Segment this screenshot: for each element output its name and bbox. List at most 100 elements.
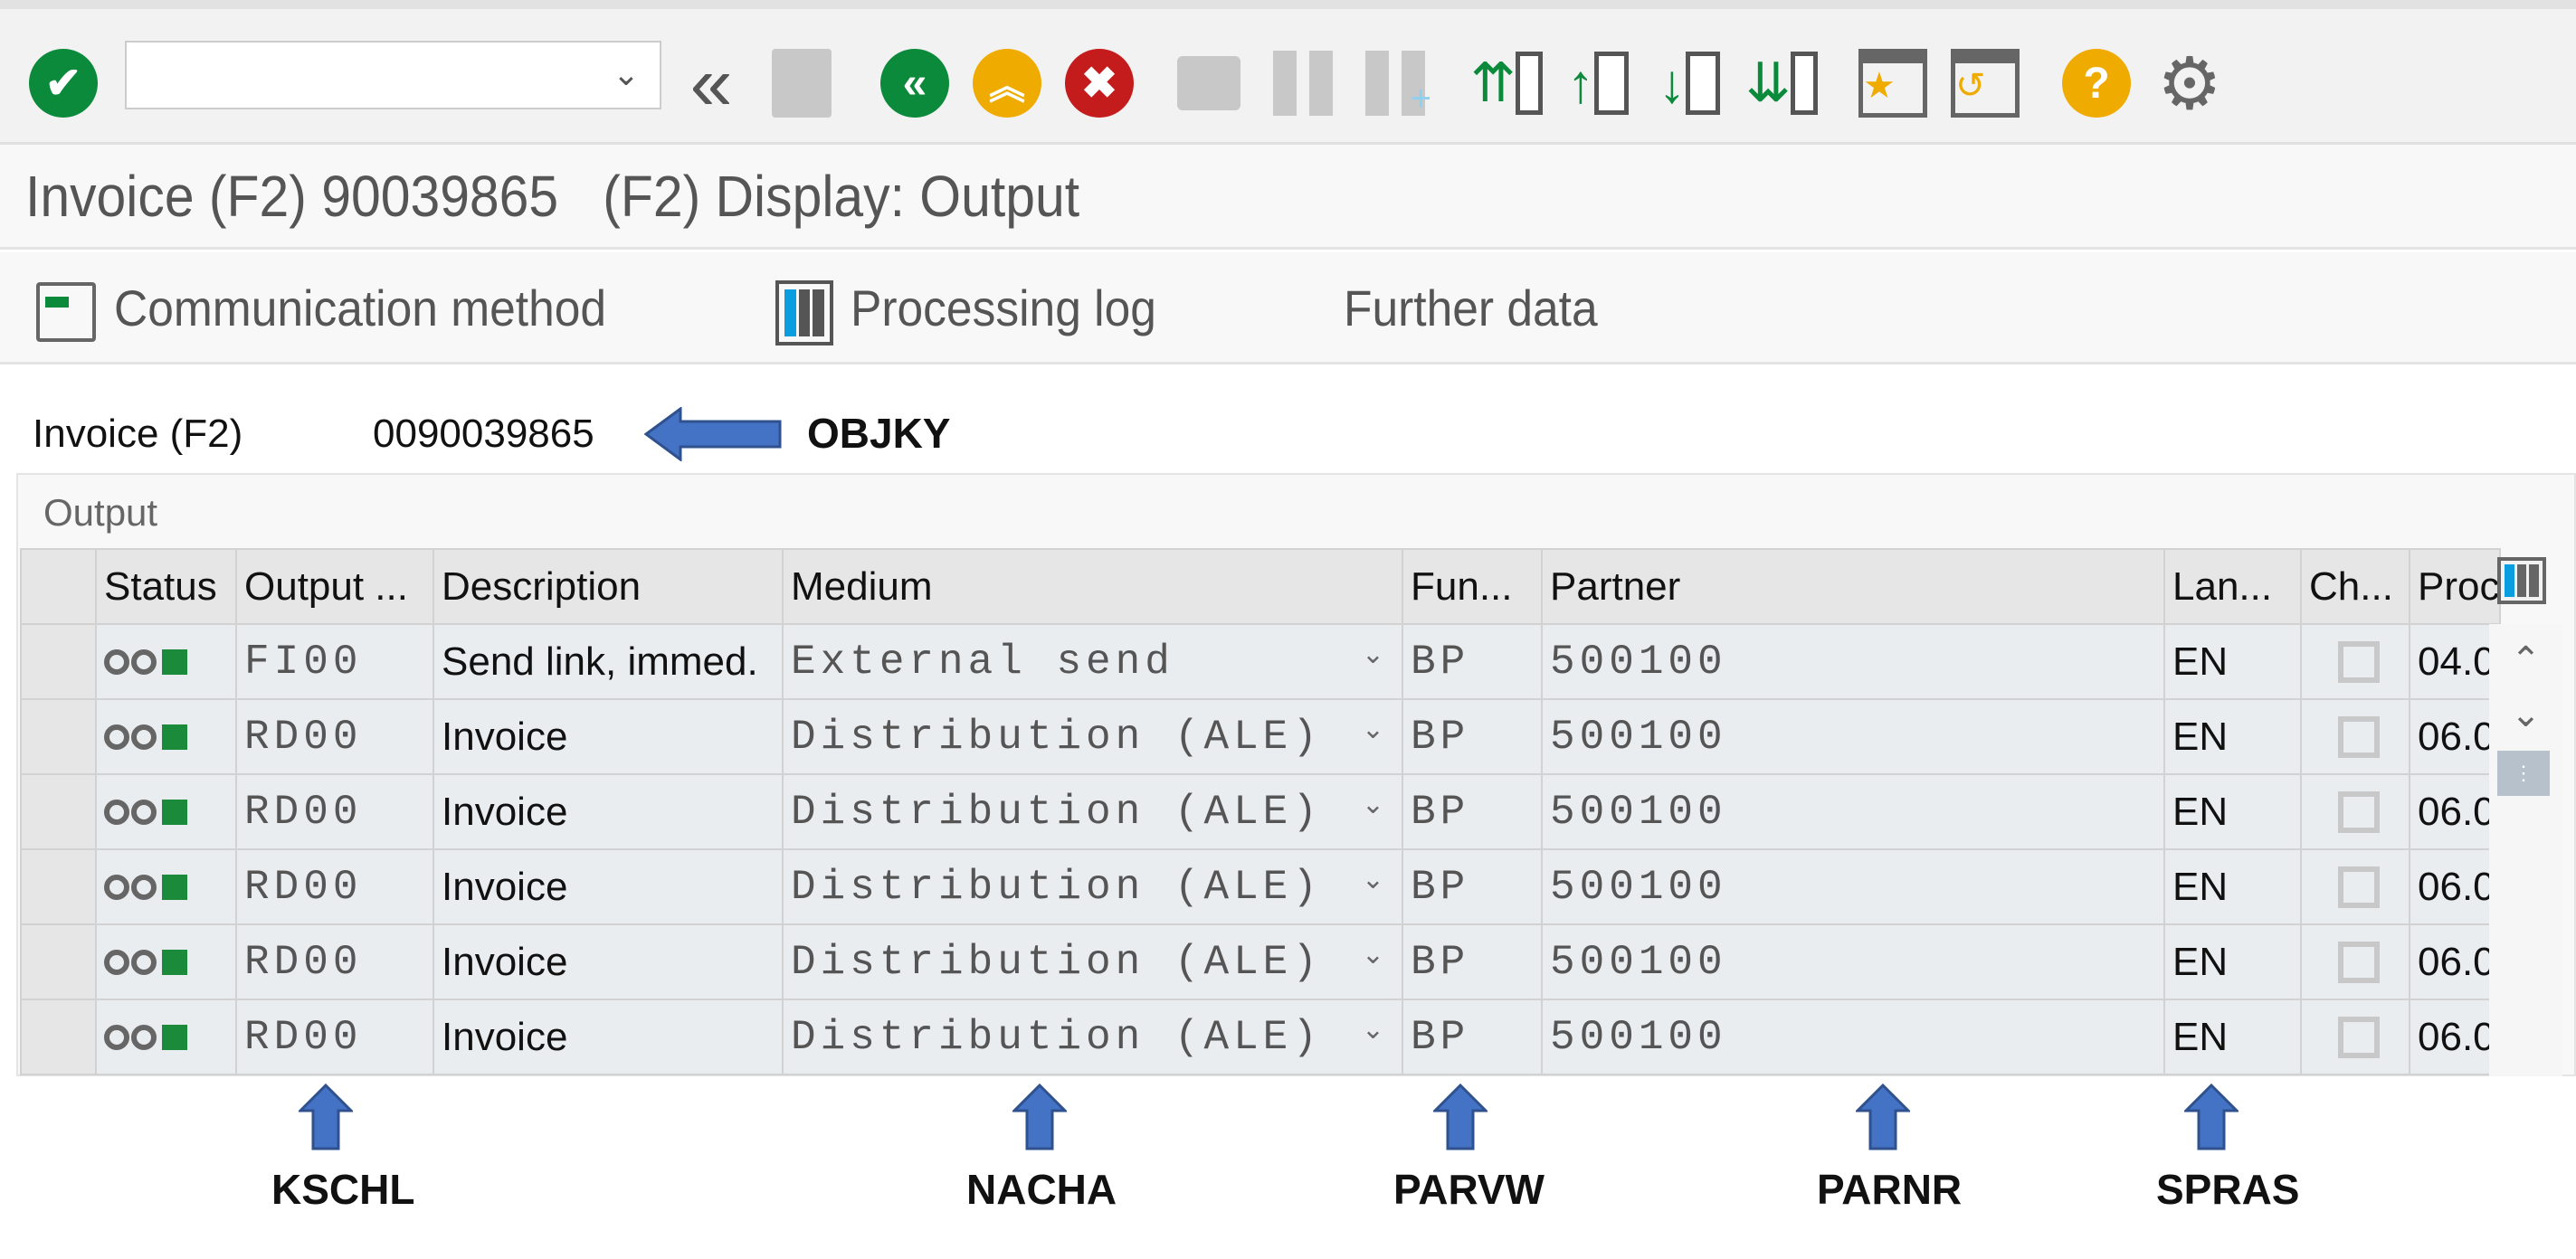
- table-row[interactable]: RD00 Invoice Distribution (ALE) ⌄ BP 5001…: [20, 773, 2502, 850]
- changed-checkbox[interactable]: [2338, 640, 2380, 683]
- partner-cell[interactable]: 500100: [1541, 773, 2165, 850]
- medium-dropdown[interactable]: External send ⌄: [782, 623, 1403, 700]
- table-row[interactable]: RD00 Invoice Distribution (ALE) ⌄ BP 5001…: [20, 698, 2502, 775]
- first-page-icon[interactable]: ⇈: [1470, 47, 1543, 119]
- partner-cell[interactable]: 500100: [1541, 623, 2165, 700]
- menu-communication-method[interactable]: Communication method: [114, 279, 607, 336]
- annotation-up-arrow-icon: [2184, 1084, 2239, 1150]
- function-cell[interactable]: BP: [1402, 698, 1543, 775]
- table-row[interactable]: RD00 Invoice Distribution (ALE) ⌄ BP 5001…: [20, 999, 2502, 1075]
- objky-annotation: OBJKY: [807, 410, 951, 457]
- last-page-icon[interactable]: ⇊: [1745, 47, 1818, 119]
- changed-checkbox[interactable]: [2338, 1016, 2380, 1058]
- col-function[interactable]: Fun...: [1402, 548, 1543, 625]
- output-type-cell[interactable]: RD00: [235, 773, 434, 850]
- spras-annotation: SPRAS: [2156, 1166, 2300, 1213]
- function-cell[interactable]: BP: [1402, 848, 1543, 925]
- row-selector[interactable]: [20, 848, 97, 925]
- table-row[interactable]: FI00 Send link, immed. External send ⌄ BP…: [20, 623, 2502, 700]
- shortcut-icon[interactable]: ↺: [1949, 47, 2021, 119]
- processing-cell: 04.0: [2408, 623, 2502, 700]
- exit-icon[interactable]: ︽: [971, 47, 1043, 119]
- chevron-down-icon[interactable]: ⌄: [1361, 788, 1389, 820]
- processing-cell: 06.0: [2408, 999, 2502, 1075]
- col-medium[interactable]: Medium: [782, 548, 1403, 625]
- next-page-icon[interactable]: ↓: [1653, 47, 1725, 119]
- function-cell[interactable]: BP: [1402, 999, 1543, 1075]
- col-output-type[interactable]: Output ...: [235, 548, 434, 625]
- col-status[interactable]: Status: [95, 548, 237, 625]
- col-processing[interactable]: Proc: [2408, 548, 2502, 625]
- function-cell[interactable]: BP: [1402, 623, 1543, 700]
- menu-further-data[interactable]: Further data: [1344, 279, 1598, 336]
- row-selector[interactable]: [20, 698, 97, 775]
- output-type-cell[interactable]: FI00: [235, 623, 434, 700]
- vertical-scrollbar[interactable]: ⌃ ⌄: [2489, 624, 2562, 1076]
- cancel-icon[interactable]: ✖: [1063, 47, 1136, 119]
- chevron-down-icon[interactable]: ⌄: [1361, 1013, 1389, 1046]
- function-cell[interactable]: BP: [1402, 773, 1543, 850]
- menu-processing-log[interactable]: Processing log: [851, 279, 1156, 336]
- partner-cell[interactable]: 500100: [1541, 698, 2165, 775]
- parvw-annotation: PARVW: [1393, 1166, 1545, 1213]
- col-language[interactable]: Lan...: [2163, 548, 2302, 625]
- objky-arrow-left-icon: [644, 407, 782, 461]
- col-partner[interactable]: Partner: [1541, 548, 2165, 625]
- partner-cell[interactable]: 500100: [1541, 923, 2165, 1000]
- medium-dropdown[interactable]: Distribution (ALE) ⌄: [782, 773, 1403, 850]
- changed-checkbox[interactable]: [2338, 790, 2380, 833]
- settings-gear-icon[interactable]: ⚙: [2157, 41, 2222, 126]
- medium-dropdown[interactable]: Distribution (ALE) ⌄: [782, 848, 1403, 925]
- output-type-cell[interactable]: RD00: [235, 923, 434, 1000]
- changed-checkbox[interactable]: [2338, 941, 2380, 983]
- table-row[interactable]: RD00 Invoice Distribution (ALE) ⌄ BP 5001…: [20, 848, 2502, 925]
- processing-log-icon[interactable]: [775, 280, 833, 346]
- output-type-cell[interactable]: RD00: [235, 999, 434, 1075]
- back-double-chevron-icon[interactable]: «: [689, 40, 733, 126]
- changed-checkbox[interactable]: [2338, 866, 2380, 908]
- chevron-down-icon[interactable]: ⌄: [1361, 638, 1389, 670]
- back-icon[interactable]: «: [879, 47, 951, 119]
- row-selector[interactable]: [20, 999, 97, 1075]
- chevron-down-icon[interactable]: ⌄: [612, 55, 640, 92]
- description-cell: Invoice: [433, 923, 784, 1000]
- scrollbar-thumb[interactable]: ⋮: [2497, 751, 2550, 796]
- table-row[interactable]: RD00 Invoice Distribution (ALE) ⌄ BP 5001…: [20, 923, 2502, 1000]
- medium-dropdown[interactable]: Distribution (ALE) ⌄: [782, 923, 1403, 1000]
- status-lights-icon: [104, 874, 234, 900]
- enter-check-icon[interactable]: ✔: [27, 47, 100, 119]
- previous-page-icon[interactable]: ↑: [1562, 47, 1634, 119]
- output-type-cell[interactable]: RD00: [235, 698, 434, 775]
- annotation-up-arrow-icon: [1433, 1084, 1488, 1150]
- help-icon[interactable]: ?: [2060, 47, 2133, 119]
- chevron-down-icon[interactable]: ⌄: [1361, 713, 1389, 745]
- output-type-cell[interactable]: RD00: [235, 848, 434, 925]
- new-session-star-icon[interactable]: ★: [1857, 47, 1929, 119]
- scroll-up-icon[interactable]: ⌃: [2510, 639, 2542, 681]
- partner-cell[interactable]: 500100: [1541, 999, 2165, 1075]
- col-description[interactable]: Description: [433, 548, 784, 625]
- communication-method-icon[interactable]: [36, 282, 96, 342]
- command-field[interactable]: ⌄: [125, 41, 661, 109]
- changed-checkbox[interactable]: [2338, 715, 2380, 758]
- row-selector[interactable]: [20, 773, 97, 850]
- row-selector[interactable]: [20, 623, 97, 700]
- kschl-annotation: KSCHL: [271, 1166, 415, 1213]
- chevron-down-icon[interactable]: ⌄: [1361, 938, 1389, 970]
- row-selector[interactable]: [20, 923, 97, 1000]
- scroll-down-icon[interactable]: ⌄: [2510, 694, 2542, 735]
- chevron-down-icon[interactable]: ⌄: [1361, 863, 1389, 895]
- medium-dropdown[interactable]: Distribution (ALE) ⌄: [782, 698, 1403, 775]
- select-all-cell[interactable]: [20, 548, 97, 625]
- nacha-annotation: NACHA: [966, 1166, 1117, 1213]
- partner-cell[interactable]: 500100: [1541, 848, 2165, 925]
- medium-value: Distribution (ALE): [791, 863, 1322, 911]
- status-lights-icon: [104, 724, 234, 750]
- function-cell[interactable]: BP: [1402, 923, 1543, 1000]
- status-lights-icon: [104, 799, 234, 825]
- description-cell: Invoice: [433, 698, 784, 775]
- description-cell: Invoice: [433, 848, 784, 925]
- column-settings-icon[interactable]: [2497, 557, 2546, 604]
- medium-dropdown[interactable]: Distribution (ALE) ⌄: [782, 999, 1403, 1075]
- col-changed[interactable]: Ch...: [2300, 548, 2410, 625]
